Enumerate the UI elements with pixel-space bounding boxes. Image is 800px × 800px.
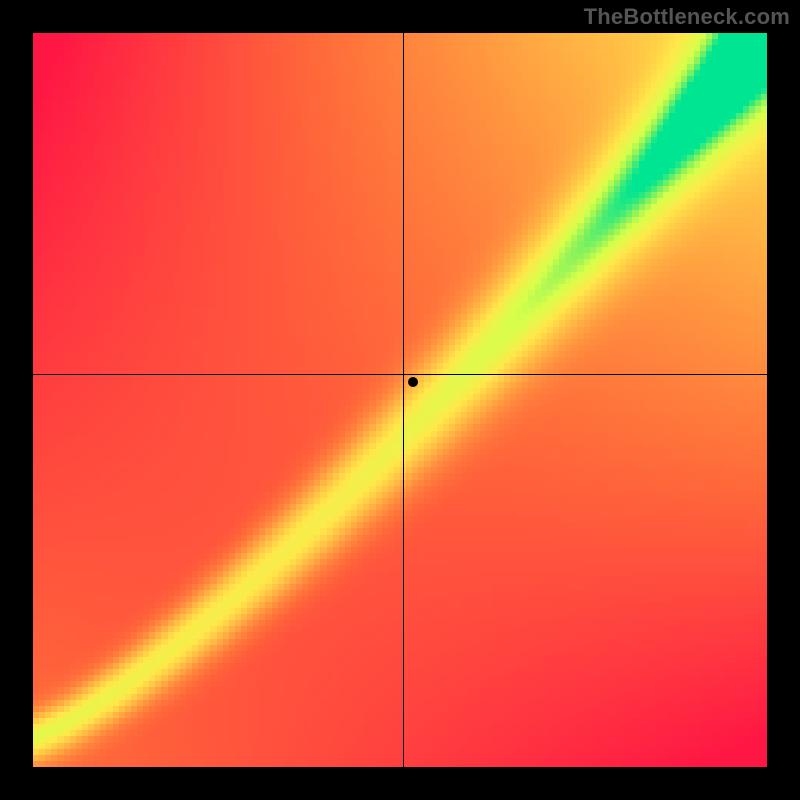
crosshair-vertical bbox=[403, 33, 404, 767]
crosshair-horizontal bbox=[33, 374, 767, 375]
bottleneck-heatmap bbox=[33, 33, 767, 767]
watermark-text: TheBottleneck.com bbox=[584, 4, 790, 30]
crosshair-marker bbox=[408, 377, 418, 387]
chart-container: TheBottleneck.com bbox=[0, 0, 800, 800]
